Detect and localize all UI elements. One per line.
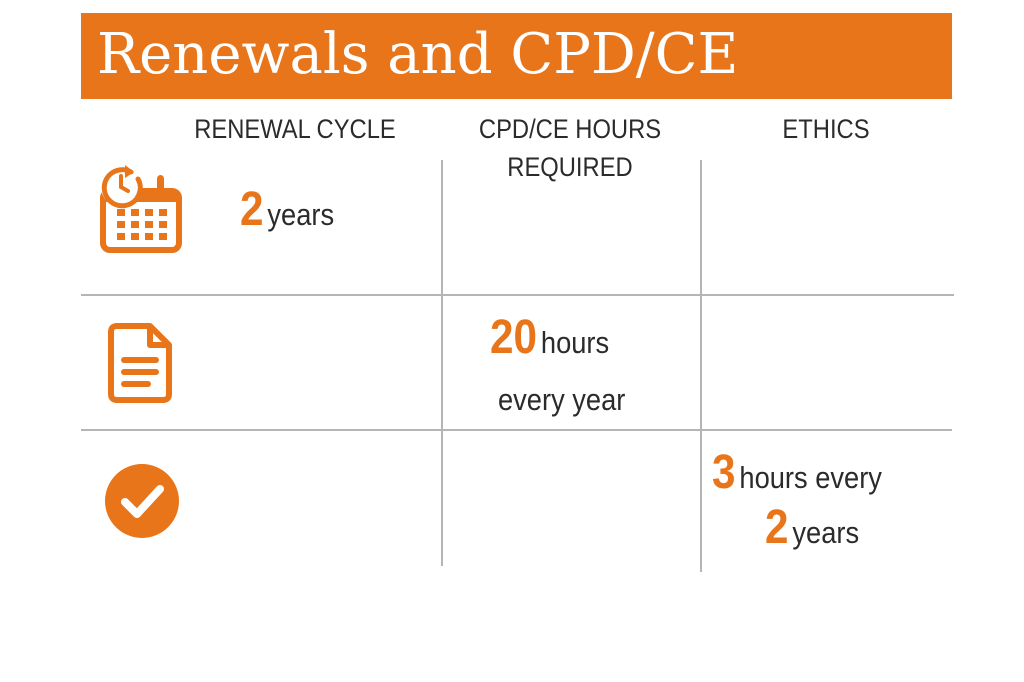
cpd-hours-unit: hours [540,325,610,360]
ethics-hours-unit: hours every [739,460,882,495]
cpd-hours-number: 20 [490,311,537,364]
column-header-cpd-hours: CPD/CE HOURS REQUIRED [456,110,685,186]
row-divider-2 [81,429,952,431]
document-icon [108,323,172,403]
renewal-cycle-number: 2 [240,183,264,236]
renewal-cycle-value: 2 years [240,182,334,237]
column-header-cpd-line1: CPD/CE HOURS [478,114,662,144]
row-divider-1 [81,294,954,296]
ethics-period-unit: years [792,515,860,550]
ethics-period-number: 2 [765,501,789,554]
column-header-ethics: ETHICS [782,114,870,144]
title-banner: Renewals and CPD/CE [81,13,952,99]
column-header-cpd-line2: REQUIRED [507,152,633,182]
cpd-hours-frequency: every year [498,382,625,418]
ethics-period-value: 2 years [765,500,859,555]
renewal-cycle-unit: years [267,197,335,232]
column-divider-2 [700,160,702,572]
column-header-renewal-cycle: RENEWAL CYCLE [194,114,396,144]
cpd-hours-frequency-text: every year [498,382,626,417]
page-title: Renewals and CPD/CE [97,22,739,87]
checkmark-circle-icon [105,464,179,538]
cpd-hours-value: 20 hours [490,310,609,365]
column-divider-1 [441,160,443,566]
calendar-clock-icon [100,165,182,253]
ethics-hours-value: 3 hours every [712,445,882,500]
ethics-hours-number: 3 [712,446,736,499]
